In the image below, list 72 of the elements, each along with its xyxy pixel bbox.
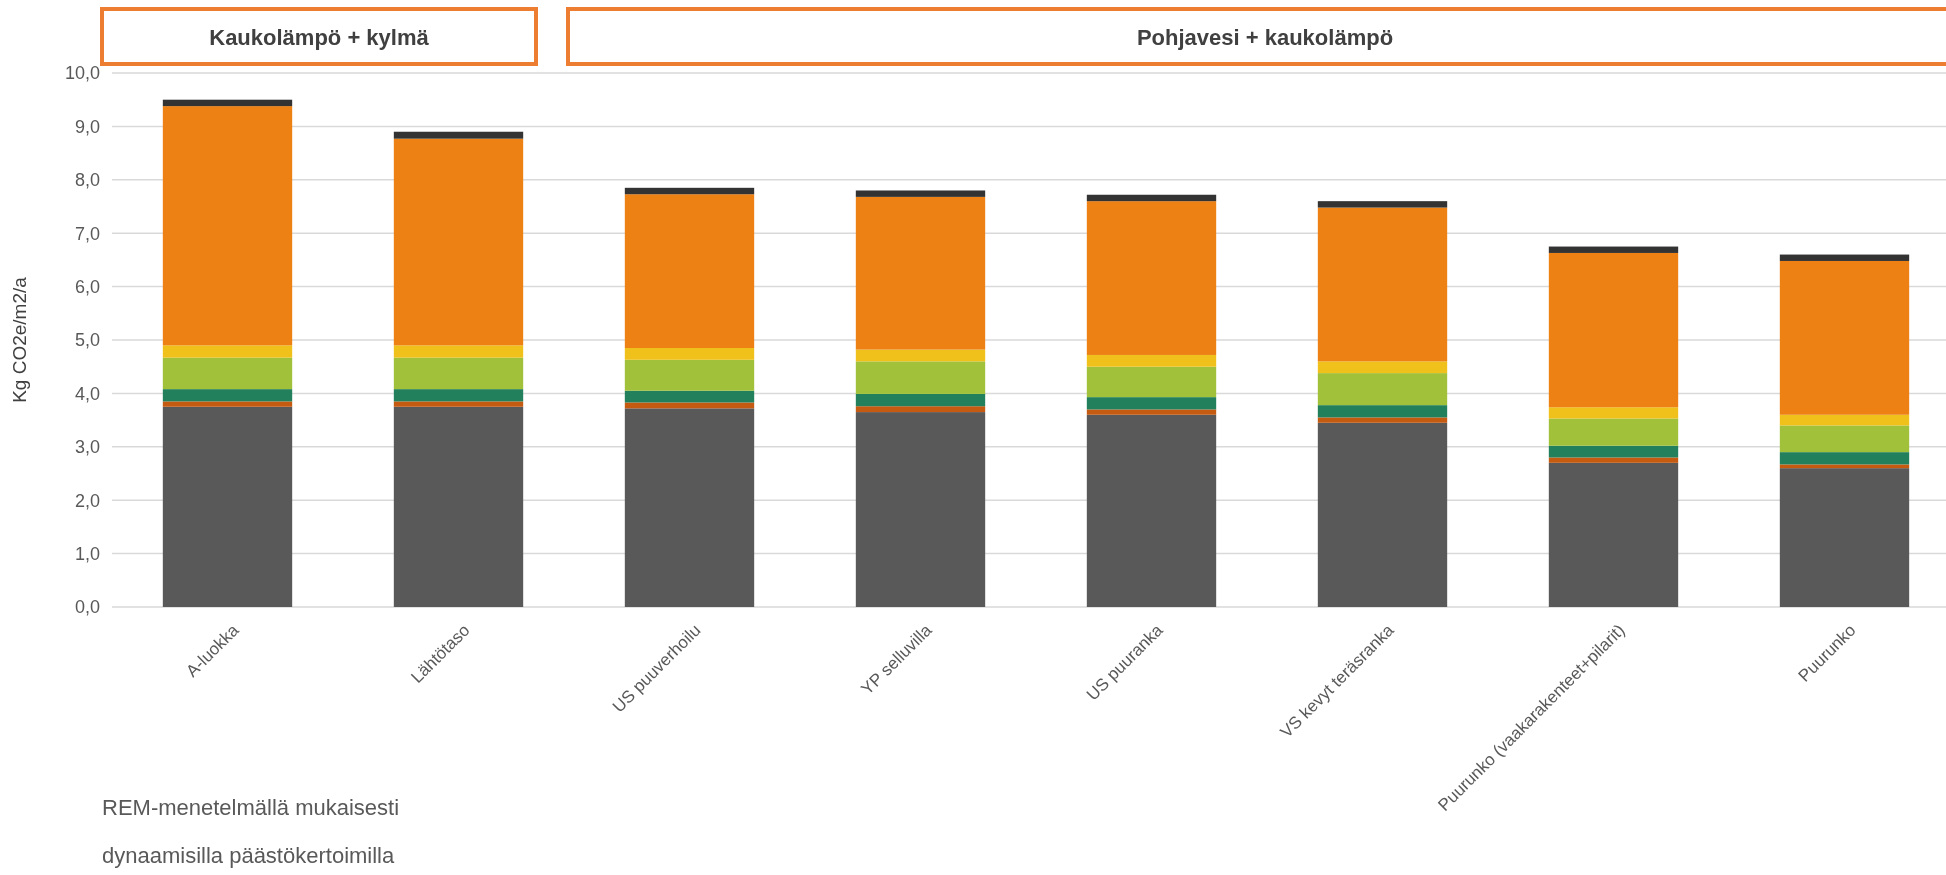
bar xyxy=(1317,201,1448,208)
bar xyxy=(1317,422,1448,607)
bar xyxy=(855,196,986,350)
bar xyxy=(1548,457,1679,463)
bar xyxy=(624,348,755,360)
bar xyxy=(393,389,524,402)
bar xyxy=(162,389,293,402)
y-tick-label: 8,0 xyxy=(74,170,100,191)
bar xyxy=(162,106,293,346)
bar xyxy=(393,406,524,607)
bar xyxy=(162,357,293,390)
bar xyxy=(1548,407,1679,419)
text: dynaamisilla päästökertoimilla xyxy=(102,842,396,868)
bar xyxy=(855,412,986,607)
bar xyxy=(393,131,524,139)
y-tick-label: 4,0 xyxy=(74,383,100,404)
bar xyxy=(1317,373,1448,406)
bar xyxy=(1779,254,1910,261)
bar xyxy=(1086,366,1217,398)
y-tick-label: 2,0 xyxy=(74,490,100,511)
bar xyxy=(1317,405,1448,418)
bar xyxy=(1317,207,1448,362)
bar xyxy=(393,357,524,390)
bar xyxy=(624,187,755,195)
y-axis-title: Kg CO2e/m2/a xyxy=(9,276,30,403)
bar xyxy=(624,359,755,391)
bar xyxy=(855,406,986,413)
y-tick-label: 10,0 xyxy=(64,63,100,84)
bar xyxy=(624,402,755,409)
bar xyxy=(1086,409,1217,415)
bar xyxy=(1779,260,1910,415)
y-tick-label: 6,0 xyxy=(74,276,100,297)
text: REM-menetelmällä mukaisesti xyxy=(102,794,400,820)
bar xyxy=(855,393,986,407)
bar xyxy=(855,190,986,197)
bar xyxy=(162,401,293,407)
bar xyxy=(855,361,986,394)
bar xyxy=(162,345,293,358)
y-tick-label: 9,0 xyxy=(74,116,100,137)
bar xyxy=(1086,194,1217,202)
bar xyxy=(1548,445,1679,458)
bar xyxy=(393,138,524,346)
y-tick-label: 3,0 xyxy=(74,437,100,458)
bar xyxy=(1548,418,1679,446)
bar xyxy=(1779,464,1910,469)
bar xyxy=(162,406,293,607)
bar xyxy=(1086,201,1217,355)
bar xyxy=(1779,452,1910,465)
bar xyxy=(393,401,524,407)
bar xyxy=(1779,468,1910,607)
bar xyxy=(624,408,755,607)
text: Kaukolämpö + kylmä xyxy=(209,24,430,50)
bar xyxy=(1086,414,1217,607)
bar xyxy=(624,194,755,349)
bar xyxy=(162,99,293,107)
bar xyxy=(1779,425,1910,453)
bar xyxy=(624,390,755,403)
bar xyxy=(1779,414,1910,426)
bar xyxy=(855,349,986,362)
bar xyxy=(393,345,524,358)
bar xyxy=(1548,252,1679,408)
y-tick-label: 7,0 xyxy=(74,223,100,244)
bar xyxy=(1317,361,1448,374)
text: Pohjavesi + kaukolämpö xyxy=(1136,24,1394,50)
y-tick-label: 1,0 xyxy=(74,543,100,564)
bar xyxy=(1086,397,1217,410)
bar xyxy=(1317,417,1448,423)
bar xyxy=(1548,246,1679,253)
y-tick-label: 5,0 xyxy=(74,330,100,351)
bar xyxy=(1086,354,1217,367)
y-tick-label: 0,0 xyxy=(74,597,100,618)
bar xyxy=(1548,462,1679,607)
